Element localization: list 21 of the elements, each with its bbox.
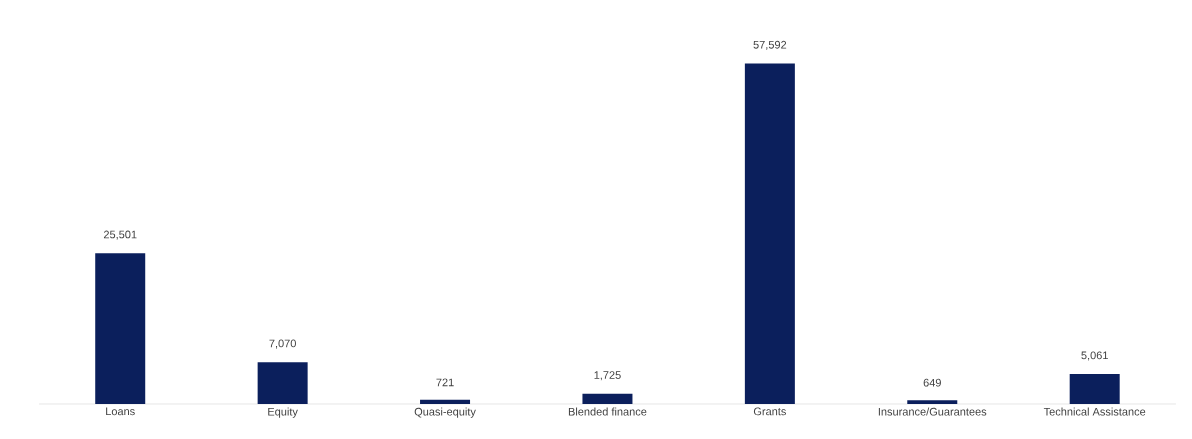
bar: [420, 399, 471, 404]
data-label: 649: [923, 378, 941, 387]
x-tick-label: Loans: [106, 407, 135, 416]
data-label: 25,501: [103, 230, 137, 240]
bar: [1069, 374, 1120, 404]
x-tick-label: Quasi-equity: [414, 407, 476, 418]
data-label: 7,070: [269, 339, 296, 349]
data-label: 721: [436, 378, 454, 387]
bar: [257, 362, 308, 404]
x-tick-label: Grants: [753, 407, 786, 416]
bar: [744, 63, 795, 404]
x-tick-label: Technical Assistance: [1043, 407, 1146, 416]
bar: [907, 400, 958, 404]
x-tick-label: Blended finance: [568, 407, 647, 416]
x-tick-label: Equity: [268, 407, 298, 418]
x-tick-label: Insurance/Guarantees: [878, 407, 987, 416]
data-label: 57,592: [753, 40, 787, 50]
data-label: 5,061: [1081, 351, 1108, 361]
bar: [582, 393, 633, 404]
bar: [95, 253, 146, 404]
data-label: 1,725: [594, 371, 621, 381]
